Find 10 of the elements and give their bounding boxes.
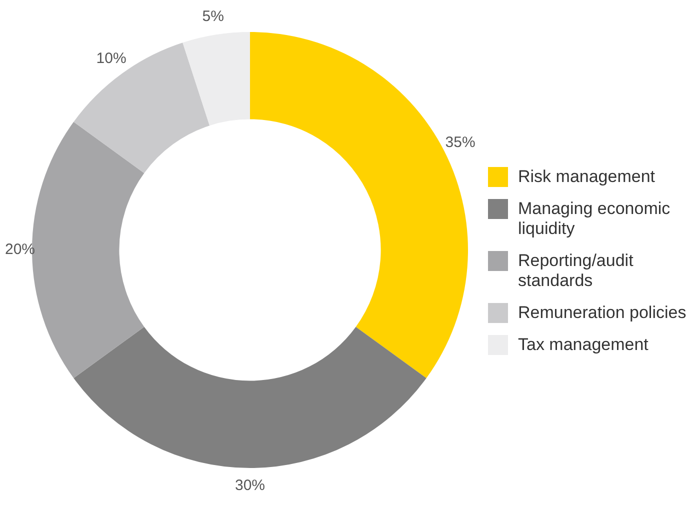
legend-label: Reporting/audit standards — [518, 251, 634, 291]
legend-label: Tax management — [518, 335, 648, 355]
data-label: 30% — [234, 477, 266, 494]
data-label: 10% — [96, 50, 126, 68]
data-label: 20% — [4, 241, 36, 258]
legend-label: Managing economic liquidity — [518, 199, 672, 239]
legend-label: Risk management — [518, 167, 656, 187]
data-label: 35% — [445, 134, 476, 151]
legend-label: Remuneration policies — [518, 303, 686, 323]
data-label: 5% — [202, 8, 224, 26]
